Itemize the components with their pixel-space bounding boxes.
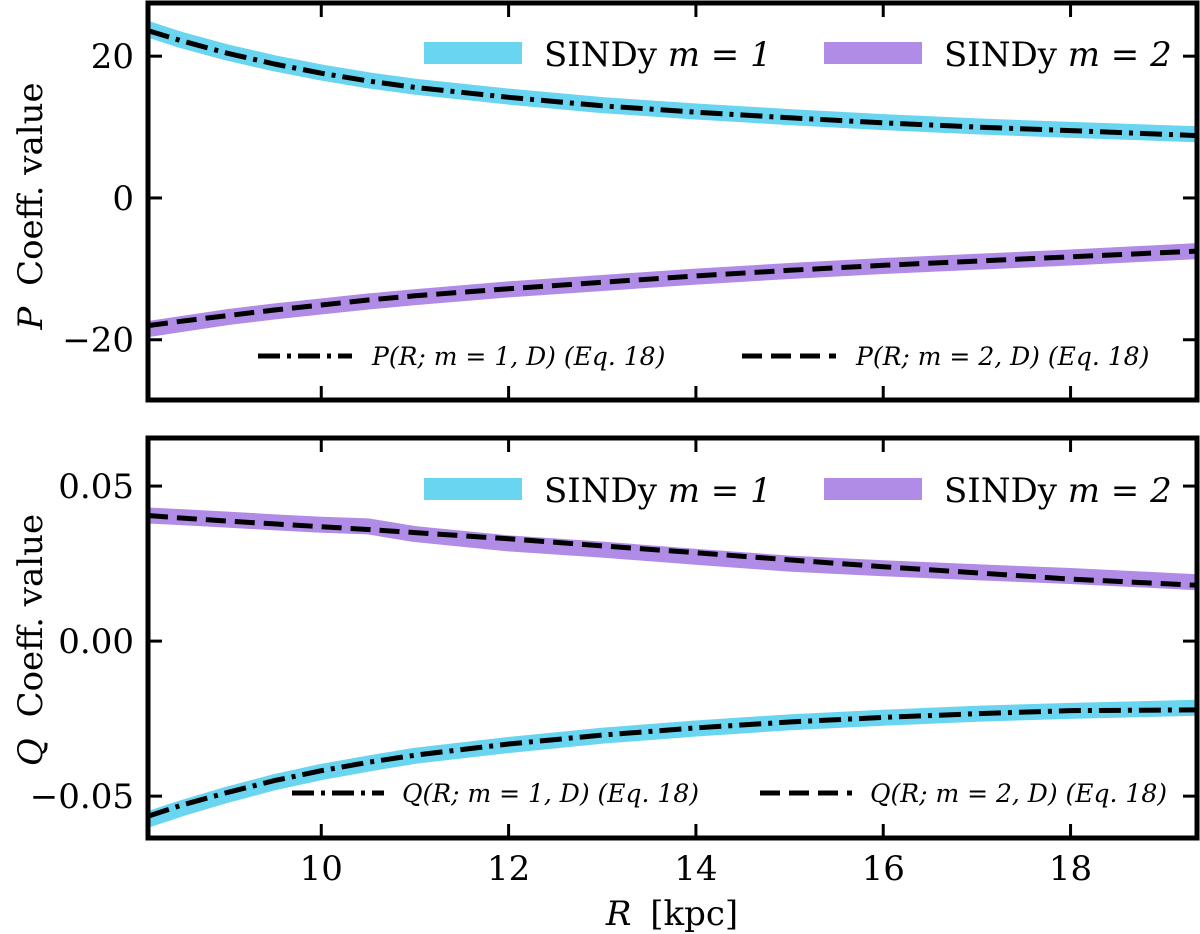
q-legend-bottom: Q(R; m = 1, D) (Eq. 18) Q(R; m = 2, D) (… — [292, 779, 1167, 808]
q-legend-swatch-m1 — [424, 478, 522, 500]
q-legend-top: SINDy m = 1 SINDy m = 2 — [424, 471, 1172, 511]
p-ylabel: P Coeff. value — [11, 82, 51, 330]
p-legend-top: SINDy m = 1 SINDy m = 2 — [424, 35, 1172, 75]
p-ytick-label: 0 — [112, 179, 134, 219]
p-legend-swatch-m1 — [424, 42, 522, 64]
panel-p: −20 0 20 P Coeff. value SINDy m = 1 SINDy … — [11, 0, 1200, 403]
q-plot-area — [148, 507, 1197, 828]
p-ytick-label: −20 — [62, 321, 134, 361]
p-ytick-label: 20 — [91, 37, 134, 77]
p-ylabel-symbol: P — [11, 306, 51, 331]
p-legend-swatch-m2 — [824, 42, 922, 64]
p-axes-frame — [145, 0, 1200, 403]
q-series-q-r-m-2-d-eq-18 — [148, 513, 1197, 588]
p-series-sindy-m-2 — [148, 243, 1197, 338]
p-series-p-r-m-1-d-eq-18 — [148, 28, 1197, 139]
q-ytick-label: 0.00 — [58, 622, 134, 662]
p-legend-label-eq-m2: P(R; m = 2, D) (Eq. 18) — [855, 342, 1149, 371]
p-legend-label-m2: SINDy m = 2 — [944, 35, 1172, 75]
q-xlabel-text: [kpc] — [650, 894, 738, 934]
q-legend-swatch-m2 — [824, 478, 922, 500]
p-legend-label-m1: SINDy m = 1 — [544, 35, 772, 75]
q-ytick-label: 0.05 — [58, 467, 134, 507]
p-series-group — [148, 21, 1197, 338]
q-series-group — [148, 507, 1197, 828]
q-series-q-r-m-1-d-eq-18 — [148, 707, 1197, 819]
q-xtick-label: 10 — [300, 849, 343, 889]
p-legend-bottom: P(R; m = 1, D) (Eq. 18) P(R; m = 2, D) (… — [258, 342, 1149, 371]
q-xtick-label: 16 — [862, 849, 905, 889]
q-xlabel: R [kpc] — [605, 894, 738, 934]
panel-q: −0.05 0.00 0.05 10 12 14 16 18 Q Coeff. value R… — [11, 435, 1200, 934]
q-xlabel-symbol: R — [605, 894, 632, 934]
q-legend-label-m1: SINDy m = 1 — [544, 471, 772, 511]
q-xtick-label: 18 — [1049, 849, 1092, 889]
q-axes-frame — [145, 435, 1200, 841]
q-xtick-label: 12 — [487, 849, 530, 889]
p-ylabel-text: Coeff. value — [11, 82, 51, 286]
q-ticks: −0.05 0.00 0.05 10 12 14 16 18 — [30, 438, 1197, 889]
q-legend-label-eq-m2: Q(R; m = 2, D) (Eq. 18) — [870, 779, 1167, 808]
q-ylabel-text: Coeff. value — [11, 514, 51, 718]
q-ylabel: Q Coeff. value — [11, 514, 51, 766]
q-ytick-label: −0.05 — [30, 777, 134, 817]
q-legend-label-m2: SINDy m = 2 — [944, 471, 1172, 511]
p-ticks: −20 0 20 — [62, 3, 1197, 400]
p-series-p-r-m-2-d-eq-18 — [148, 248, 1197, 329]
q-ylabel-symbol: Q — [11, 738, 51, 766]
q-xtick-label: 14 — [674, 849, 717, 889]
p-legend-label-eq-m1: P(R; m = 1, D) (Eq. 18) — [371, 342, 665, 371]
q-legend-label-eq-m1: Q(R; m = 1, D) (Eq. 18) — [402, 779, 699, 808]
p-plot-area — [148, 21, 1197, 338]
